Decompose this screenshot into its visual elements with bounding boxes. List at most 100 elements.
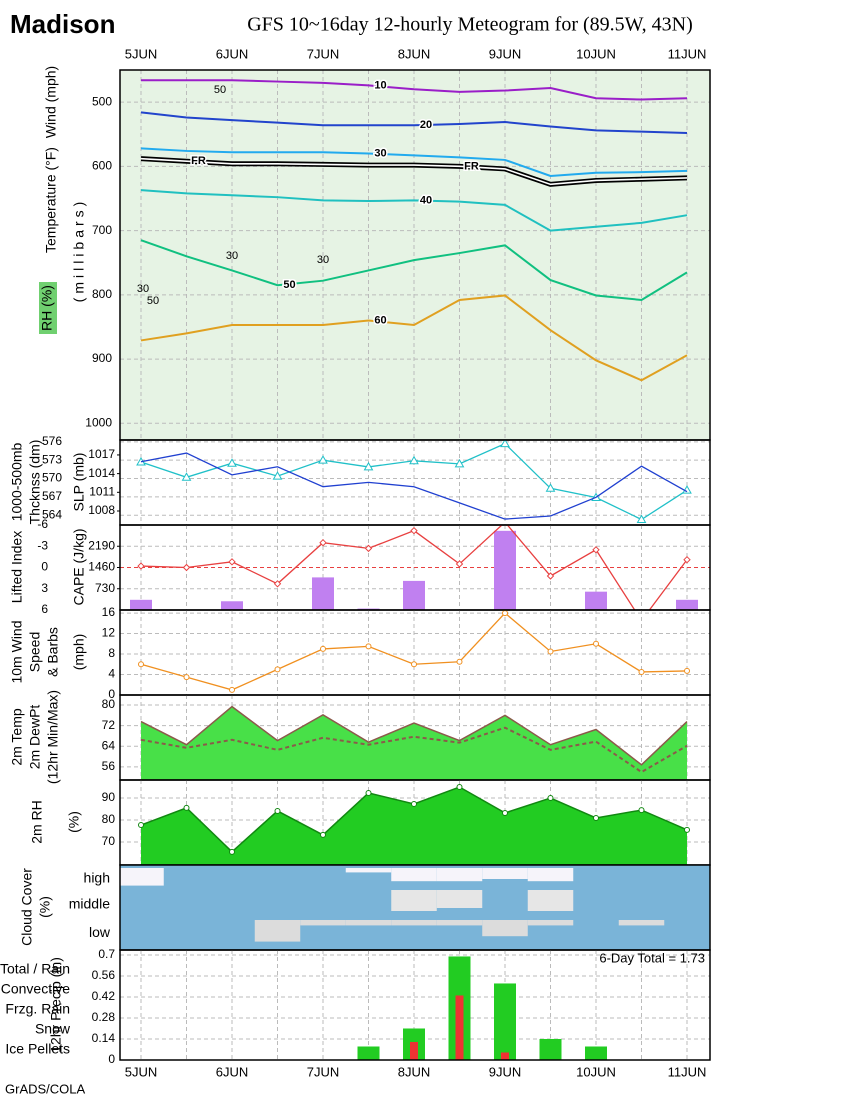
legend-entry: Ice Pellets: [5, 1041, 70, 1057]
area-line: [140, 705, 688, 766]
precip-bar: [501, 1052, 509, 1060]
cloud-cell: [436, 920, 483, 926]
y-tick-label: 573: [42, 452, 62, 466]
axis-label: 2m DewPt: [27, 705, 43, 770]
grid: [120, 440, 710, 525]
marker: [365, 789, 372, 796]
cloud-cell: [482, 920, 528, 937]
axis-label: Cloud Cover: [19, 868, 35, 946]
panel: [120, 950, 710, 1060]
axis-label: Wind (mph): [43, 66, 59, 138]
contour-label: 50: [283, 279, 295, 291]
legend-entry: Total / Rain: [0, 961, 70, 977]
label-box: [39, 282, 57, 334]
area: [141, 706, 687, 780]
axis-label: 2m Temp: [9, 708, 25, 766]
axis-label: RH (%): [39, 285, 55, 331]
rh-label: 50: [147, 295, 159, 307]
y-tick-label: 500: [92, 94, 112, 108]
y2-tick-label: 1460: [88, 560, 115, 574]
marker: [638, 807, 645, 814]
marker: [683, 556, 691, 564]
marker: [545, 483, 556, 492]
y-tick-label: 1000: [85, 415, 112, 429]
marker: [274, 807, 281, 814]
annotation: 6-Day Total = 1.73: [599, 950, 705, 965]
axis-label: 1000-500mb: [9, 442, 25, 521]
y2-tick-label: 1017: [88, 447, 115, 461]
isotherm: [140, 239, 688, 301]
cloud-cell: [300, 920, 346, 926]
cloud-cell: [391, 868, 437, 882]
bar: [585, 591, 607, 610]
marker: [228, 558, 236, 566]
y-tick-label: 0: [108, 687, 115, 701]
marker: [183, 674, 190, 681]
legend-entry: Convective: [1, 981, 70, 997]
bar: [676, 599, 698, 610]
marker: [411, 661, 417, 668]
axis-label: SLP (mb): [71, 453, 87, 512]
y-tick-label: 80: [102, 812, 116, 826]
area: [141, 787, 687, 865]
y-tick-label: 0.7: [98, 947, 115, 961]
y-tick-label: 0.56: [92, 968, 116, 982]
y-tick-label: 564: [42, 507, 62, 521]
marker: [456, 658, 463, 665]
x-tick-label: 9JUN: [489, 46, 522, 61]
marker: [320, 645, 326, 652]
axis-label: 10m Wind: [9, 620, 25, 683]
x-tick-label: 5JUN: [125, 1064, 158, 1079]
marker: [138, 661, 144, 668]
precip-bar: [585, 1046, 607, 1060]
isotherm: [140, 294, 688, 382]
rh-label: 30: [226, 250, 238, 262]
marker: [500, 440, 510, 448]
axis-label: (mph): [71, 634, 87, 671]
marker: [502, 809, 508, 816]
cloud-cell: [436, 868, 483, 882]
y-tick-label: 700: [92, 223, 112, 237]
x-tick-label: 8JUN: [398, 46, 431, 61]
bar: [130, 599, 152, 610]
marker: [502, 610, 508, 617]
y-tick-label: 600: [92, 159, 112, 173]
marker: [547, 795, 554, 802]
marker: [229, 848, 235, 855]
y2-tick-label: 1014: [88, 466, 115, 480]
y-tick-label: 90: [102, 790, 116, 804]
legend-entry: Frzg. Rain: [5, 1001, 70, 1017]
cloud-cell: [436, 890, 483, 908]
dashed-line: [140, 726, 688, 774]
cloud-cell: [391, 890, 437, 911]
axis-label: (millibars): [71, 198, 87, 303]
panel-frame: [119, 609, 711, 696]
grid: [120, 70, 710, 440]
x-tick-label: 7JUN: [307, 46, 340, 61]
y-tick-label: 567: [42, 489, 62, 503]
axis-label: Temperature (°F): [43, 147, 59, 253]
subtitle: GFS 10~16day 12-hourly Meteogram for (89…: [247, 14, 693, 36]
cloud-cell: [391, 920, 437, 926]
marker: [182, 563, 191, 572]
y-tick-label: -3: [37, 538, 48, 552]
marker: [227, 458, 237, 467]
y-tick-label: 576: [42, 434, 62, 448]
precip-bar: [410, 1041, 418, 1060]
bar: [494, 530, 516, 610]
marker: [636, 514, 647, 523]
axis-label: Speed: [27, 632, 43, 672]
y2-tick-label: 730: [95, 581, 115, 595]
x-tick-label: 6JUN: [216, 1064, 249, 1079]
cloud-row-label: high: [84, 870, 110, 886]
grid: [120, 610, 710, 695]
marker: [454, 458, 465, 468]
isotherm: [141, 79, 688, 101]
marker: [273, 580, 282, 588]
marker: [274, 666, 281, 673]
contour-label: 60: [374, 314, 386, 326]
axis-label: Thcknss (dm): [27, 440, 43, 525]
y-tick-label: 80: [102, 697, 116, 711]
marker: [365, 643, 372, 650]
isotherm-inner: [140, 157, 688, 186]
